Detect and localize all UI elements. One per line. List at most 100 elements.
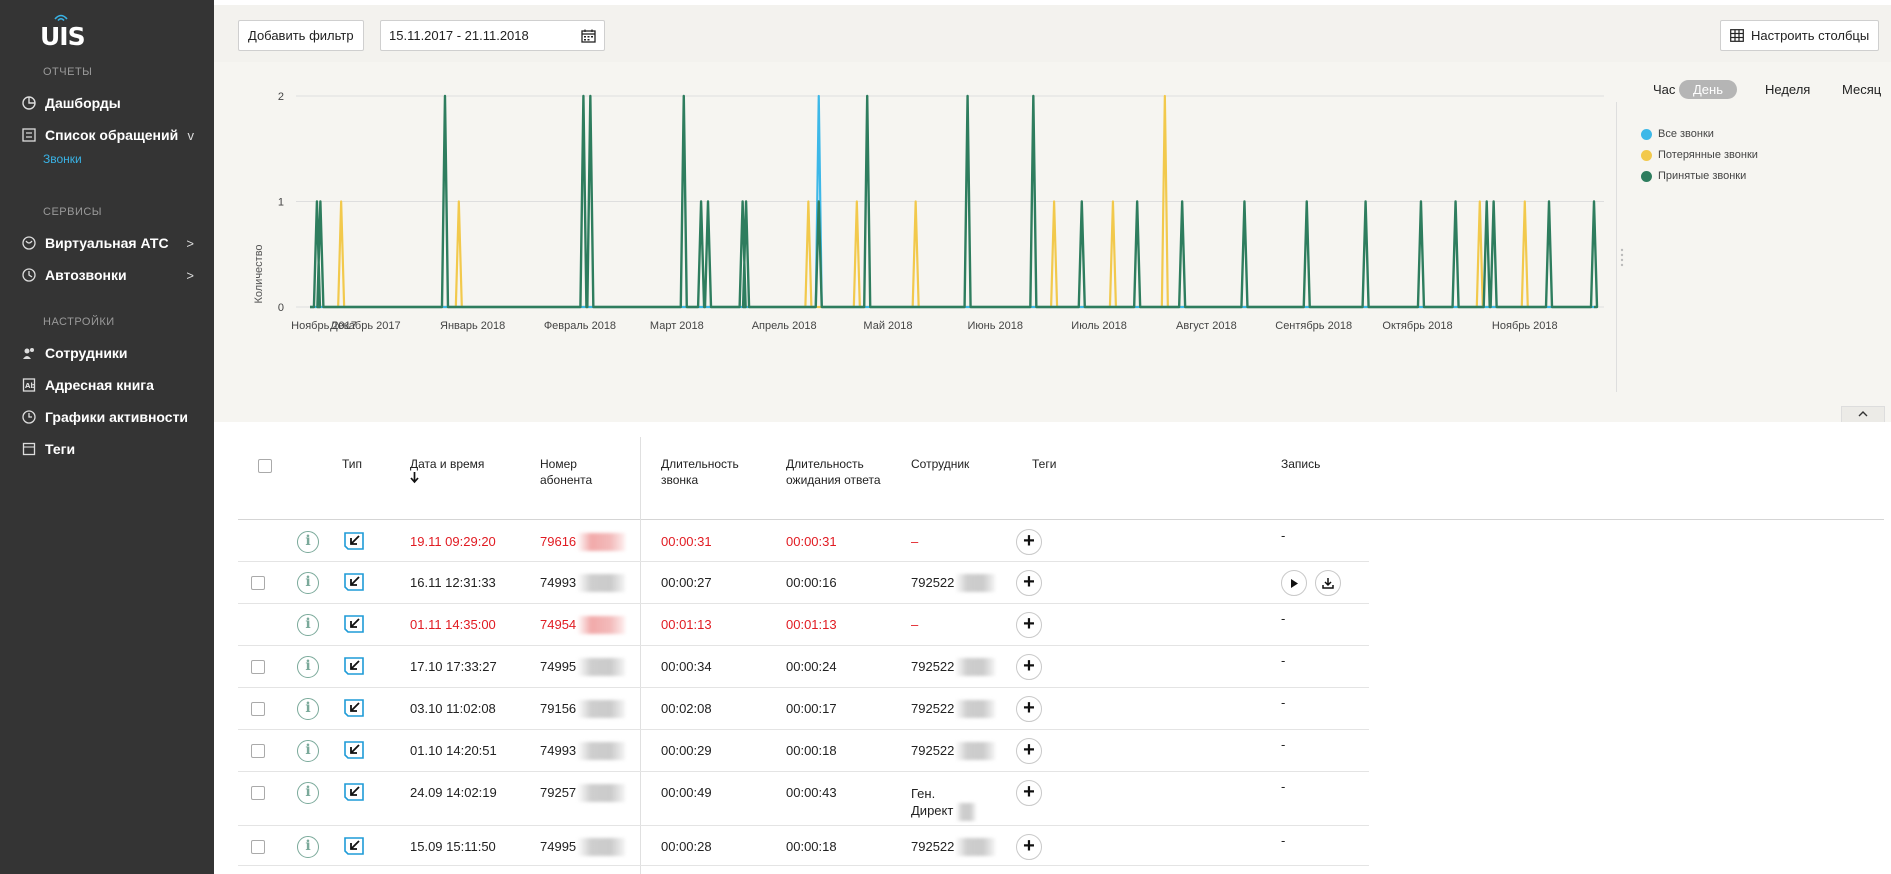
chevron-up-icon — [1858, 411, 1868, 417]
sidebar-item-activity-charts[interactable]: Графики активности — [22, 406, 202, 428]
info-icon[interactable]: i — [297, 698, 319, 720]
table-row[interactable] — [238, 772, 1369, 826]
sidebar-item-dashboards[interactable]: Дашборды — [22, 92, 202, 114]
granularity-day[interactable]: День — [1679, 80, 1737, 99]
legend-divider — [1616, 102, 1617, 392]
x-tick-label: Июнь 2018 — [968, 320, 1024, 332]
add-tag-button[interactable]: + — [1016, 834, 1042, 860]
table-row[interactable] — [238, 730, 1369, 772]
y-axis-label: Количество — [253, 244, 265, 303]
pie-chart-icon — [22, 96, 36, 110]
employee-redaction — [955, 838, 995, 856]
column-header-record[interactable]: Запись — [1281, 457, 1321, 471]
call-datetime: 01.10 14:20:51 — [410, 743, 497, 758]
info-icon[interactable]: i — [297, 740, 319, 762]
row-checkbox[interactable] — [251, 702, 265, 716]
sidebar-item-address-book[interactable]: Ab Адресная книга — [22, 374, 202, 396]
resize-handle-icon[interactable] — [1619, 247, 1625, 267]
sidebar-item-employees[interactable]: Сотрудники — [22, 342, 202, 364]
column-header-duration[interactable]: Длительность звонка — [661, 457, 739, 487]
table-row[interactable] — [238, 562, 1369, 604]
wait-duration: 00:01:13 — [786, 617, 837, 632]
no-record: - — [1281, 779, 1286, 794]
call-duration: 00:01:13 — [661, 617, 712, 632]
number-redaction — [577, 742, 625, 760]
table-row[interactable] — [238, 826, 1369, 866]
table-row[interactable] — [238, 688, 1369, 730]
legend-all-calls[interactable]: Все звонки — [1641, 128, 1714, 140]
legend-dot — [1641, 149, 1652, 161]
logo-text: UIS — [40, 22, 86, 51]
sidebar-subitem-calls[interactable]: Звонки — [43, 152, 82, 166]
download-button[interactable] — [1315, 570, 1341, 596]
x-tick-label: Февраль 2018 — [544, 320, 616, 332]
row-checkbox[interactable] — [251, 660, 265, 674]
info-icon[interactable]: i — [297, 614, 319, 636]
column-header-type[interactable]: Тип — [342, 457, 363, 471]
collapse-chart-button[interactable] — [1841, 406, 1885, 422]
row-checkbox[interactable] — [251, 840, 265, 854]
column-header-tags[interactable]: Теги — [1032, 457, 1057, 471]
legend-label: Потерянные звонки — [1658, 149, 1758, 161]
date-range-input[interactable]: 15.11.2017 - 21.11.2018 — [380, 20, 605, 51]
info-icon[interactable]: i — [297, 531, 319, 553]
chevron-down-icon: v — [187, 127, 195, 143]
info-icon[interactable]: i — [297, 572, 319, 594]
call-duration: 00:00:34 — [661, 659, 712, 674]
uis-logo[interactable]: UIS — [40, 14, 86, 51]
chart-grid: 0 1 2 — [278, 91, 1604, 314]
info-icon[interactable]: i — [297, 836, 319, 858]
granularity-hour[interactable]: Час — [1653, 82, 1676, 97]
x-tick-label: Ноябрь 2018 — [1492, 320, 1558, 332]
employee-redaction — [955, 574, 995, 592]
no-record: - — [1281, 611, 1286, 626]
row-checkbox[interactable] — [251, 576, 265, 590]
row-checkbox[interactable] — [251, 786, 265, 800]
call-duration: 00:00:28 — [661, 839, 712, 854]
sidebar-item-autocalls[interactable]: Автозвонки > — [22, 264, 202, 286]
add-tag-button[interactable]: + — [1016, 612, 1042, 638]
column-header-datetime[interactable]: Дата и время — [410, 456, 510, 488]
table-row[interactable] — [238, 646, 1369, 688]
row-checkbox[interactable] — [251, 744, 265, 758]
number-redaction — [577, 838, 625, 856]
table-row[interactable] — [238, 604, 1369, 646]
sidebar-item-tags[interactable]: Теги — [22, 438, 202, 460]
info-icon[interactable]: i — [297, 656, 319, 678]
download-icon — [1322, 578, 1334, 589]
calendar-icon[interactable] — [581, 29, 596, 43]
employee-name: 792522 — [911, 743, 955, 758]
caller-number: 74954 — [540, 617, 577, 632]
add-tag-button[interactable]: + — [1016, 654, 1042, 680]
table-row[interactable] — [238, 521, 1369, 562]
sidebar-item-requests[interactable]: Список обращений v — [22, 124, 202, 146]
column-header-datetime-label: Дата и время — [410, 457, 485, 471]
add-tag-button[interactable]: + — [1016, 780, 1042, 806]
wait-duration: 00:00:18 — [786, 839, 837, 854]
configure-columns-button[interactable]: Настроить столбцы — [1720, 20, 1880, 51]
column-header-wait[interactable]: Длительность ожидания ответа — [786, 457, 881, 487]
legend-accepted-calls[interactable]: Принятые звонки — [1641, 170, 1746, 182]
no-record: - — [1281, 737, 1286, 752]
column-header-number[interactable]: Номер абонента — [540, 457, 593, 487]
call-datetime: 03.10 11:02:08 — [410, 701, 496, 716]
sidebar-item-virtual-pbx[interactable]: Виртуальная АТС > — [22, 232, 202, 254]
x-tick-label: Апрель 2018 — [752, 320, 817, 332]
add-tag-button[interactable]: + — [1016, 570, 1042, 596]
column-header-employee[interactable]: Сотрудник — [911, 457, 970, 471]
play-button[interactable] — [1281, 570, 1307, 596]
x-tick-label: Декабрь 2017 — [330, 320, 400, 332]
caller-number: 74995 — [540, 659, 577, 674]
legend-lost-calls[interactable]: Потерянные звонки — [1641, 149, 1758, 161]
granularity-month[interactable]: Месяц — [1842, 82, 1882, 97]
series-line-2 — [310, 94, 1599, 309]
cloud-phone-icon — [22, 236, 36, 250]
add-tag-button[interactable]: + — [1016, 529, 1042, 555]
select-all-checkbox[interactable] — [258, 459, 272, 473]
info-icon[interactable]: i — [297, 782, 319, 804]
add-filter-button[interactable]: Добавить фильтр — [238, 20, 364, 51]
add-tag-button[interactable]: + — [1016, 738, 1042, 764]
number-redaction — [577, 784, 625, 802]
granularity-week[interactable]: Неделя — [1765, 82, 1811, 97]
add-tag-button[interactable]: + — [1016, 696, 1042, 722]
